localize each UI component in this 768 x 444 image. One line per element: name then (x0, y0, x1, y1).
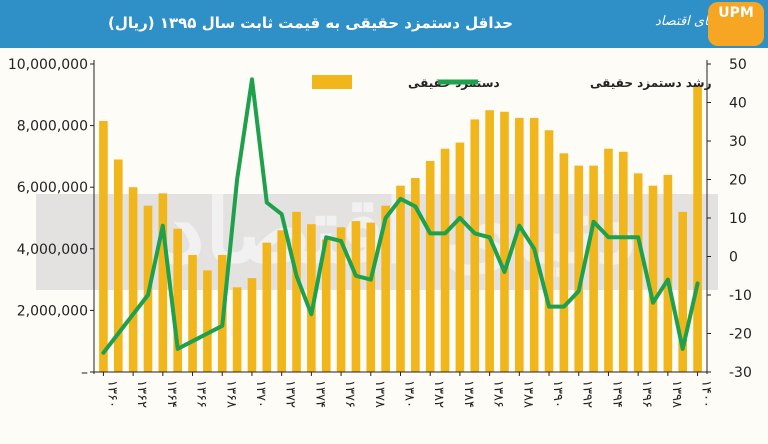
brand-logo: دنیای اقتصاد (655, 14, 722, 29)
x-tick-label: ۱۳۷۸ (372, 380, 387, 408)
bar-real-wage (203, 270, 212, 372)
x-tick-label: ۱۳۷۶ (342, 380, 357, 408)
right-tick-label: 30 (729, 134, 747, 150)
left-tick-label: 10,000,000 (8, 57, 88, 73)
x-tick-label: ۱۳۹۶ (639, 380, 654, 408)
x-tick-label: ۱۳۹۸ (669, 380, 684, 408)
left-tick-label: – (81, 365, 88, 381)
bar-real-wage (351, 221, 361, 372)
chart-header: حداقل دستمزد حقیقی به قیمت ثابت سال ۱۳۹۵… (0, 0, 768, 48)
x-tick-label: ۱۳۶۲ (134, 380, 149, 408)
bar-real-wage (648, 185, 658, 372)
bar-real-wage (321, 239, 331, 372)
x-tick-label: ۱۳۹۴ (609, 380, 624, 408)
bar-real-wage (173, 228, 183, 372)
bar-real-wage (470, 119, 480, 372)
x-tick-label: ۱۳۸۴ (461, 380, 476, 408)
left-tick-label: 6,000,000 (17, 180, 88, 196)
left-tick-label: 2,000,000 (17, 303, 88, 319)
x-tick-label: ۱۳۸۸ (520, 380, 535, 408)
bar-real-wage (128, 187, 138, 372)
bar-real-wage (663, 174, 673, 372)
x-tick-label: ۱۳۷۲ (283, 380, 298, 408)
x-tick-label: ۱۳۶۸ (223, 380, 238, 408)
bar-real-wage (232, 287, 242, 372)
bar-real-wage (425, 161, 435, 372)
bar-real-wage (633, 173, 643, 372)
x-tick-label: ۱۳۸۲ (431, 380, 446, 408)
x-tick-label: ۱۳۷۰ (253, 380, 268, 408)
right-tick-label: 50 (729, 57, 747, 73)
bar-real-wage (113, 159, 123, 372)
bar-real-wage (292, 211, 301, 372)
x-tick-label: ۱۳۷۴ (312, 380, 327, 408)
right-tick-label: -30 (729, 365, 752, 381)
x-tick-label: ۱۳۶۰ (104, 380, 119, 408)
left-tick-label: 8,000,000 (17, 119, 88, 135)
bar-real-wage (515, 117, 524, 373)
x-tick-label: ۱۳۹۲ (580, 380, 595, 408)
x-tick-label: ۱۳۹۰ (550, 380, 565, 408)
x-tick-label: ۱۳۶۴ (164, 380, 179, 408)
right-tick-label: 20 (729, 173, 747, 189)
legend-label-line: رشد دستمزد حقیقی (590, 76, 712, 90)
left-tick-label: 4,000,000 (17, 242, 88, 258)
bar-real-wage (678, 211, 688, 372)
bar-real-wage (544, 130, 554, 372)
bar-real-wage (529, 117, 539, 373)
bar-real-wage (574, 165, 584, 372)
chart-title: حداقل دستمزد حقیقی به قیمت ثابت سال ۱۳۹۵… (107, 14, 513, 32)
bar-real-wage (277, 230, 286, 372)
right-tick-label: 40 (729, 96, 747, 112)
legend-swatch-bar (312, 75, 352, 89)
upm-logo: UPM (708, 2, 764, 46)
bar-real-wage (307, 224, 316, 372)
bar-real-wage (381, 205, 390, 372)
bar-real-wage (604, 148, 613, 372)
bar-real-wage (618, 151, 628, 372)
bar-real-wage (262, 242, 272, 372)
bar-real-wage (559, 153, 569, 372)
x-tick-label: ۱۴۰۰ (699, 380, 714, 408)
right-tick-label: -10 (729, 288, 752, 304)
bar-real-wage (411, 177, 420, 372)
x-tick-label: ۱۳۶۶ (194, 380, 209, 408)
bar-real-wage (396, 185, 405, 372)
bar-real-wage (589, 165, 598, 372)
bar-real-wage (188, 254, 197, 372)
bar-real-wage (99, 120, 108, 372)
bar-real-wage (693, 85, 702, 372)
bar-real-wage (366, 222, 376, 372)
x-tick-label: ۱۳۸۰ (402, 380, 417, 408)
bar-real-wage (440, 148, 450, 372)
x-tick-label: ۱۳۸۶ (491, 380, 506, 408)
line-wage-growth (101, 77, 700, 355)
right-tick-label: 10 (729, 211, 747, 227)
bar-real-wage (455, 142, 465, 372)
right-tick-label: -20 (729, 327, 752, 343)
bar-real-wage (500, 111, 509, 373)
bar-real-wage (336, 227, 346, 372)
right-tick-label: 0 (729, 250, 738, 266)
bar-real-wage (247, 278, 257, 372)
bar-real-wage (158, 193, 168, 372)
